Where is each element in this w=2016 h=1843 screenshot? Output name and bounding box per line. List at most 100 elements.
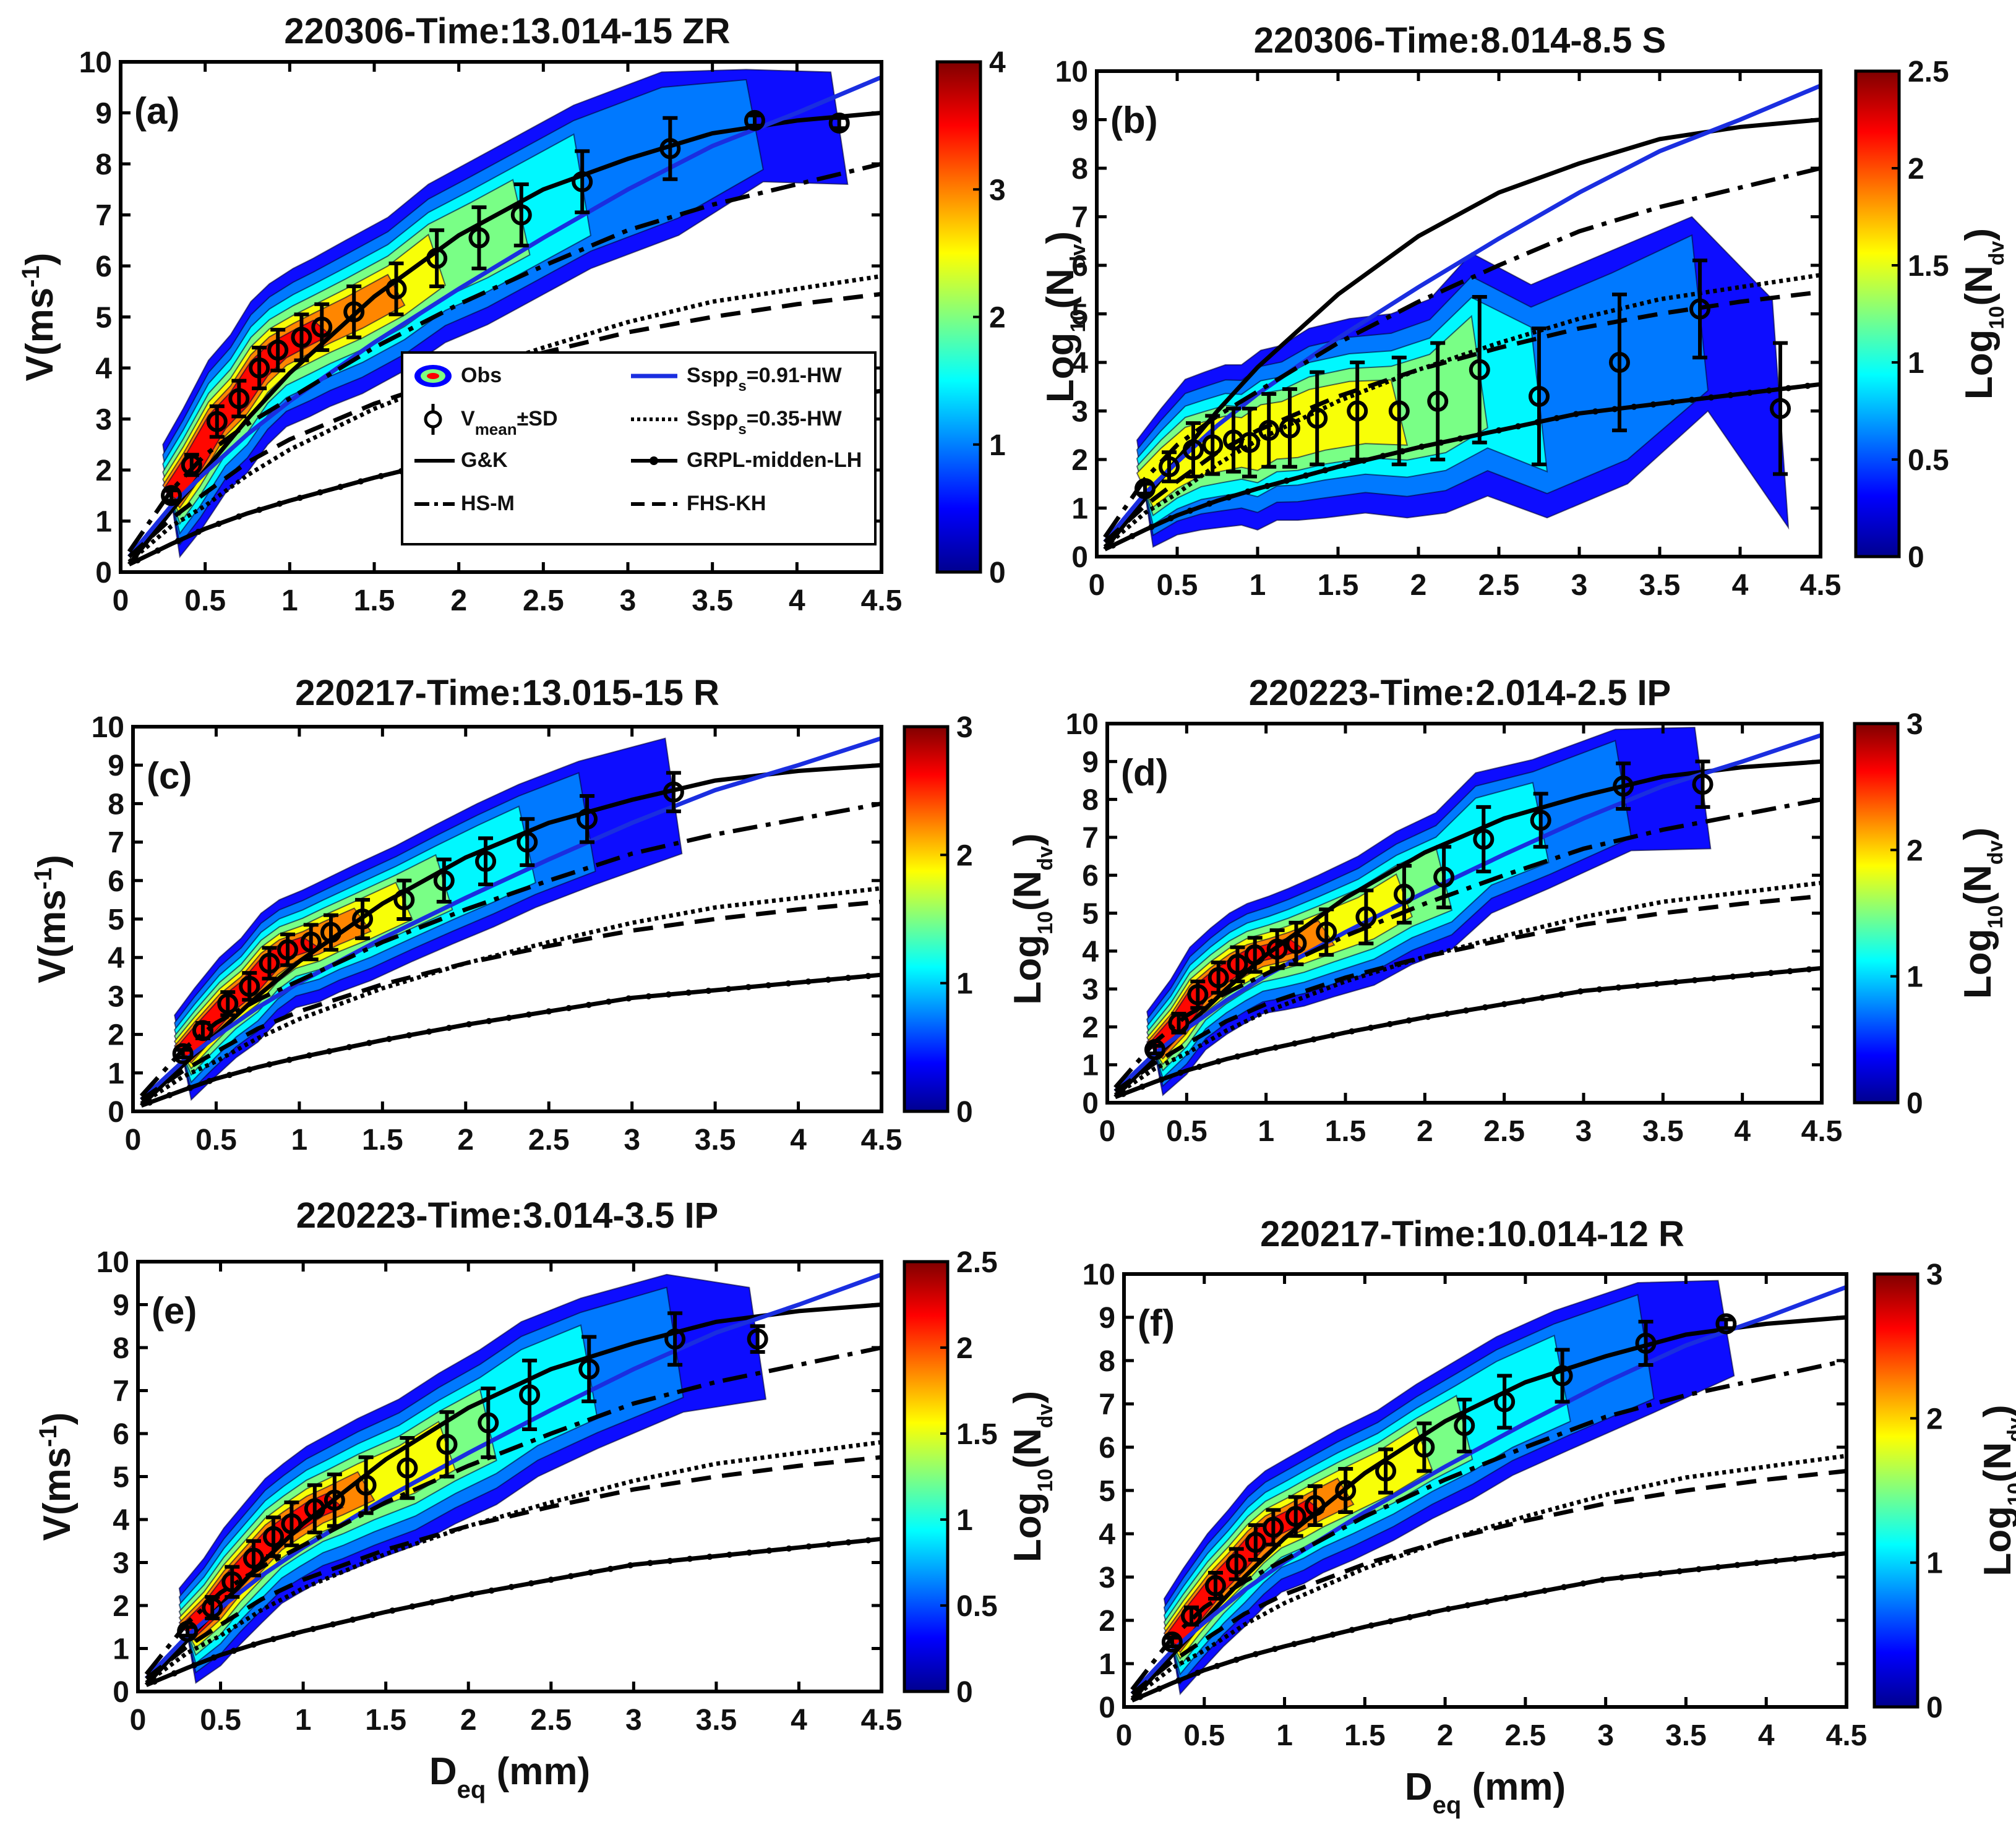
y-tick-label: 5 xyxy=(1082,898,1099,931)
x-tick-label: 4 xyxy=(791,1704,807,1737)
curve-grpl-dot xyxy=(1654,980,1660,987)
curve-grpl-dot xyxy=(845,1539,852,1546)
curve-grpl-dot xyxy=(1691,977,1698,984)
y-tick-label: 1 xyxy=(95,506,112,539)
curve-grpl-dot xyxy=(1444,1011,1451,1017)
colorbar-tick-label: 1 xyxy=(956,1504,973,1537)
curve-grpl-dot xyxy=(1618,1574,1625,1581)
x-tick-label: 0 xyxy=(1116,1719,1133,1752)
curve-grpl-dot xyxy=(1611,406,1618,413)
vmean-point xyxy=(1494,1391,1516,1413)
y-tick-label: 10 xyxy=(1055,56,1088,88)
curve-grpl-dot xyxy=(1749,972,1756,978)
curve-grpl-dot xyxy=(1386,1020,1393,1027)
x-tick-label: 1.5 xyxy=(1344,1719,1386,1752)
panel-3: 220223-Time:2.014-2.5 IP 0 0.5 1 1.5 2 2.5 3 3.5… xyxy=(1066,673,2007,1148)
y-tick-label: 8 xyxy=(113,1332,129,1365)
vmean-point xyxy=(1207,967,1229,988)
curve-ssp035 xyxy=(1113,881,1822,1097)
panel-tag: (c) xyxy=(147,755,192,797)
vmean-point xyxy=(468,227,490,249)
colorbar-tick-label: 3 xyxy=(989,174,1006,207)
vmean-point xyxy=(1306,408,1328,429)
colorbar-tick-label: 2.5 xyxy=(956,1246,998,1279)
x-tick-label: 0.5 xyxy=(184,584,226,617)
colorbar-tick-label: 1 xyxy=(956,968,973,1001)
x-tick-label: 4.5 xyxy=(1800,569,1842,602)
curve-grpl-dot xyxy=(1515,423,1522,430)
colorbar-label: Log10(Ndv) xyxy=(1006,833,1057,1004)
y-tick-label: 9 xyxy=(113,1289,129,1322)
curve-grpl-dot xyxy=(350,1616,356,1623)
curve-fhskh xyxy=(1130,1469,1847,1696)
x-tick-label: 2.5 xyxy=(523,584,564,617)
x-tick-label: 2 xyxy=(1417,1115,1433,1148)
curve-grpl-dot xyxy=(296,495,303,502)
colorbar-tick-label: 0 xyxy=(1908,541,1924,574)
y-tick-label: 5 xyxy=(108,904,124,936)
curve-grpl-dot xyxy=(1463,1007,1470,1014)
y-tick-label: 1 xyxy=(113,1633,129,1666)
curve-grpl-dot xyxy=(386,1035,393,1042)
colorbar xyxy=(1854,69,1901,558)
panel-title: 220223-Time:3.014-3.5 IP xyxy=(296,1195,719,1236)
curve-grpl-dot xyxy=(306,1052,313,1059)
colorbar-tick-label: 1.5 xyxy=(1908,250,1949,283)
x-tick-label: 3.5 xyxy=(1665,1719,1707,1752)
curve-grpl-dot xyxy=(146,1099,153,1106)
curve-grpl-dot xyxy=(1349,1627,1355,1633)
legend-obs-label: Obs xyxy=(461,364,502,387)
curve-grpl-dot xyxy=(1253,1048,1260,1055)
y-tick-label: 7 xyxy=(113,1375,129,1408)
y-tick-label: 0 xyxy=(113,1676,129,1709)
curve-grpl-dot xyxy=(171,1670,178,1677)
vmean-point xyxy=(436,1434,458,1455)
curve-grpl-dot xyxy=(1483,1598,1490,1605)
vmean-point xyxy=(1613,776,1634,797)
x-tick-label: 3 xyxy=(1597,1719,1614,1752)
vmean-point xyxy=(1530,810,1551,831)
y-tick-label: 9 xyxy=(108,750,124,782)
y-tick-label: 0 xyxy=(1099,1691,1115,1724)
density-contour xyxy=(162,273,406,509)
curve-grpl-dot xyxy=(358,478,364,485)
curve-grpl-dot xyxy=(1715,1563,1722,1570)
curve-grpl-dot xyxy=(1696,1566,1702,1573)
x-tick-label: 0.5 xyxy=(1166,1115,1207,1148)
curve-grpl-dot xyxy=(155,547,161,554)
colorbar-tick-label: 2.5 xyxy=(1908,56,1949,88)
vmean-point xyxy=(181,454,202,476)
curve-grpl-dot xyxy=(1734,1562,1741,1568)
vmean-point xyxy=(1239,432,1260,453)
y-axis-label: V(ms-1) xyxy=(30,855,74,983)
colorbar-tick-label: 0 xyxy=(989,557,1006,589)
vmean-point xyxy=(263,1526,285,1547)
curve-grpl-dot xyxy=(1158,1076,1165,1083)
curve-grpl-dot xyxy=(1272,1044,1279,1051)
x-tick-label: 0 xyxy=(1089,569,1105,602)
vmean-point xyxy=(1227,954,1248,975)
legend-hsm-label: HS-M xyxy=(461,492,515,515)
curve-grpl-dot xyxy=(1553,415,1560,422)
x-tick-label: 4 xyxy=(1734,1115,1751,1148)
vmean-point xyxy=(177,1620,199,1642)
curve-grpl-dot xyxy=(1206,500,1212,507)
vmean-point xyxy=(228,388,250,409)
y-tick-label: 7 xyxy=(1099,1388,1115,1421)
colorbar-label: Log10(Ndv) xyxy=(1976,1405,2016,1576)
x-tick-label: 3.5 xyxy=(696,1704,737,1737)
curve-grpl-dot xyxy=(1405,1017,1412,1024)
vmean-point xyxy=(1279,417,1300,438)
vmean-point xyxy=(426,247,448,269)
colorbar-tick-label: 1 xyxy=(1926,1547,1943,1580)
x-tick-label: 4 xyxy=(789,584,805,617)
x-tick-label: 2 xyxy=(457,1124,474,1157)
curve-grpl-dot xyxy=(195,528,202,535)
y-tick-label: 4 xyxy=(1071,347,1088,380)
y-tick-label: 4 xyxy=(1082,936,1099,969)
curve-grpl-dot xyxy=(1657,1570,1663,1576)
curve-grpl-dot xyxy=(765,982,772,989)
colorbar xyxy=(1853,722,1900,1105)
panel-title: 220217-Time:10.014-12 R xyxy=(1260,1214,1684,1254)
curve-grpl-dot xyxy=(1804,382,1811,389)
